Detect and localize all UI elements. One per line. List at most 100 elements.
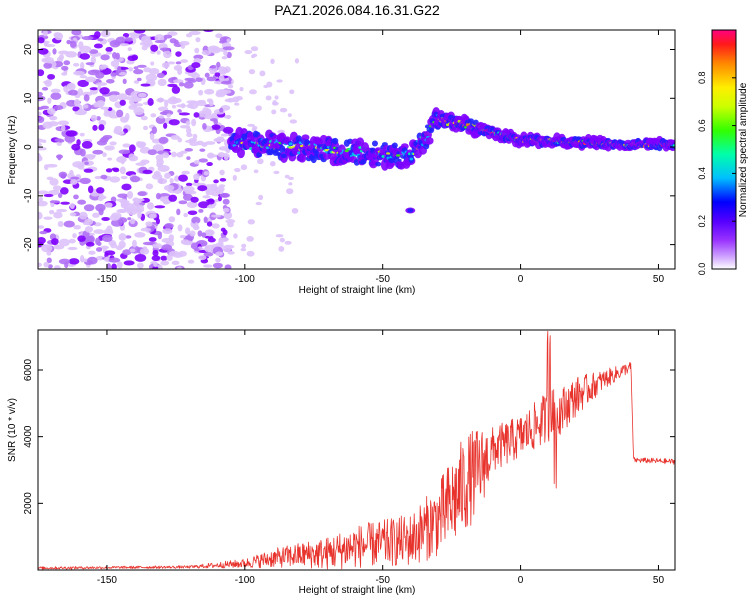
spectral-cell [117,217,128,224]
spectral-cell [257,158,264,165]
spectral-cell [223,211,233,220]
spectral-cell [50,92,62,100]
spectral-cell [207,198,215,205]
spectral-cell [137,64,147,68]
spectral-cell [122,143,131,148]
spectral-cell [73,194,79,200]
spectral-cell [79,53,91,60]
spectral-cell [95,82,108,86]
spectral-cell [265,95,272,101]
spectral-cell [155,218,161,225]
spectral-cell [109,94,119,102]
spectral-cell [166,254,173,262]
x-tick-label: 0 [518,575,524,586]
spectral-cell [68,238,76,244]
spectral-cell [203,113,214,120]
spectral-cell [71,30,82,36]
spectral-cell [52,185,62,192]
spectral-cell [672,144,675,147]
colorbar-tick-label: 0.2 [697,215,707,228]
spectral-cell [138,141,147,147]
spectral-cell [358,146,362,149]
spectral-cell [90,56,96,65]
spectral-cell [297,151,301,155]
spectral-cell [217,196,222,202]
spectral-cell [203,30,214,33]
spectral-cell [185,182,193,187]
spectral-cell [129,175,141,183]
spectral-cell [72,106,80,112]
spectral-cell [211,223,220,229]
spectral-cell [136,262,144,269]
spectral-cell [39,230,48,235]
spectral-cell [207,154,219,158]
spectral-cell [126,190,134,199]
spectral-cell [74,99,81,107]
spectral-cell [219,107,224,113]
spectral-cell [217,240,224,248]
spectral-cell [99,87,110,95]
spectral-cell [206,162,213,167]
spectral-cell [111,263,117,269]
spectral-cell [49,115,58,121]
spectral-cell [79,132,85,137]
spectrogram-x-label: Height of straight line (km) [299,285,416,296]
spectral-cell [288,182,293,186]
spectral-cell [180,59,189,63]
spectral-cell [171,104,177,109]
spectral-cell [38,200,48,207]
colorbar-ticks: 0.0 0.2 0.4 0.6 0.8 [697,72,736,275]
spectral-cell [89,87,99,91]
spectral-cell [227,97,235,103]
spectral-cell [146,202,154,210]
spectral-cell [63,85,69,93]
spectral-cell [288,142,293,146]
spectral-cell [73,225,81,230]
spectral-cell [211,124,221,130]
spectral-cell [128,104,137,110]
spectral-cell [177,224,183,232]
spectral-cell [271,109,277,115]
spectral-cell [127,55,138,62]
snr-x-label: Height of straight line (km) [299,585,416,596]
spectral-cell [133,30,146,34]
spectral-cell [68,258,80,265]
spectral-cell [186,100,198,104]
spectral-cell [42,40,50,45]
spectral-cell [149,132,155,141]
spectral-cell [278,246,285,252]
spectral-cell [152,144,164,152]
spectral-cell [72,161,85,168]
spectral-cell [140,35,151,44]
spectral-cell [270,58,275,65]
spectral-cell [100,136,110,141]
spectral-cell [83,168,94,173]
spectral-cell [85,62,95,66]
spectral-cell [97,241,102,247]
spectral-cell [110,196,117,203]
spectral-cell [219,177,227,182]
spectral-cell [203,264,213,268]
spectral-cell [102,152,107,158]
spectral-cell [284,174,290,179]
spectral-cell [70,176,80,180]
spectral-cell [206,76,217,82]
y-tick-label: -20 [23,237,34,252]
spectral-cell [137,92,147,98]
spectral-cell [88,250,96,255]
spectral-cell [205,187,210,196]
spectral-cell [160,260,170,266]
spectral-cell [204,88,215,95]
spectral-cell [53,244,65,250]
spectral-cell [198,255,207,261]
spectral-cell [93,229,105,234]
spectral-cell [176,151,184,158]
spectral-cell [109,91,120,96]
spectral-cell [199,148,206,152]
spectral-cell [227,251,235,255]
spectral-cell [117,93,128,101]
spectral-cell [148,213,157,219]
spectral-cell [152,266,159,269]
spectral-cell [147,149,158,156]
spectral-cell [123,260,135,266]
